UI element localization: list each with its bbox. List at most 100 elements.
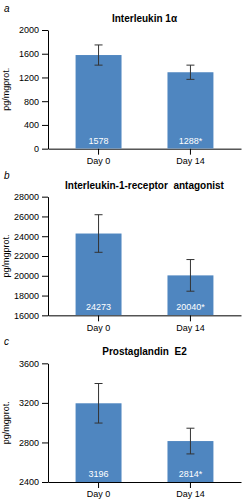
tick-label: Day 14 [176, 489, 205, 499]
axis-line [49, 149, 242, 150]
tick-label: 3600 [19, 359, 39, 369]
tick-label: 2000 [19, 25, 39, 35]
error-cap [186, 291, 194, 292]
tick-label: 2400 [19, 477, 39, 487]
tick-label: 24000 [14, 232, 39, 242]
tick: Day 14 [176, 482, 205, 499]
tick-mark [42, 296, 48, 297]
tick: 1200 [19, 73, 48, 83]
panel: 0400800120016002000Day 0Day 1415781288*I… [1, 3, 242, 166]
tick-mark [98, 482, 99, 488]
y-axis: 2400 2800 3200 3600 [19, 359, 49, 488]
chart: 0 400 800 1200 1600 2000 Day 0 Day 14 1578 1288* I… [0, 0, 249, 500]
x-axis: Day 0 Day 14 [49, 149, 242, 166]
tick-mark [190, 315, 191, 321]
tick-label: 28000 [14, 192, 39, 202]
tick: 18000 [14, 291, 48, 301]
y-axis-title: pg/mgprot. [1, 68, 11, 111]
error-bar [186, 428, 194, 454]
tick: 26000 [14, 212, 48, 222]
error-cap [186, 65, 194, 66]
data-label: 24273 [86, 302, 111, 312]
tick-label: 400 [24, 120, 39, 130]
tick-label: Day 14 [176, 323, 205, 333]
data-label: 1288* [179, 136, 203, 146]
tick-label: 26000 [14, 212, 39, 222]
tick-mark [42, 256, 48, 257]
tick: Day 0 [87, 315, 111, 332]
error-cap [186, 259, 194, 260]
tick-mark [42, 403, 48, 404]
x-axis: Day 0 Day 14 [49, 482, 242, 499]
tick: 24000 [14, 232, 48, 242]
tick-mark [42, 101, 48, 102]
tick-label: 800 [24, 97, 39, 107]
tick: Day 0 [87, 482, 111, 499]
tick: 2800 [19, 438, 48, 448]
tick-label: 20000 [14, 271, 39, 281]
error-bar [95, 384, 103, 424]
tick: Day 0 [87, 149, 111, 166]
tick: 28000 [14, 192, 48, 202]
error-line [190, 65, 191, 79]
tick-label: 1600 [19, 49, 39, 59]
tick-label: Day 14 [176, 156, 205, 166]
y-axis-title: pg/mgprot. [1, 234, 11, 277]
data-labels: 1578 1288* [89, 136, 203, 146]
data-label: 1578 [89, 136, 109, 146]
bar [167, 72, 213, 148]
tick: 800 [24, 97, 48, 107]
tick-mark [42, 30, 48, 31]
data-label: 2814* [179, 469, 203, 479]
title: Prostaglandin E2 [102, 346, 187, 357]
axis-line [48, 364, 49, 483]
tick-mark [42, 197, 48, 198]
data-labels: 24273 20040* [86, 302, 205, 312]
error-line [190, 428, 191, 454]
axis-line [49, 482, 242, 483]
tick-label: 2800 [19, 438, 39, 448]
tick-label: Day 0 [87, 323, 111, 333]
tick-label: Day 0 [87, 489, 111, 499]
plot-area [76, 384, 214, 482]
error-cap [95, 214, 103, 215]
tick-mark [42, 54, 48, 55]
plot-area [76, 45, 214, 149]
title: Interleukin-1-receptor antagonist [65, 180, 225, 191]
tick: 3600 [19, 359, 48, 369]
tick-mark [190, 149, 191, 155]
tick-label: 16000 [14, 311, 39, 321]
tick: 400 [24, 120, 48, 130]
error-cap [95, 383, 103, 384]
tick-mark [190, 482, 191, 488]
data-label: 20040* [176, 302, 205, 312]
panel-label: b [4, 170, 10, 181]
panel-label: c [4, 336, 9, 347]
tick: Day 14 [176, 315, 205, 332]
error-cap [95, 423, 103, 424]
error-cap [95, 252, 103, 253]
error-cap [95, 65, 103, 66]
tick: Day 14 [176, 149, 205, 166]
tick: 3200 [19, 398, 48, 408]
error-bar [95, 45, 103, 65]
error-line [190, 260, 191, 292]
tick-label: Day 0 [87, 156, 111, 166]
tick-mark [42, 482, 48, 483]
tick: 2000 [19, 25, 48, 35]
tick-label: 3200 [19, 398, 39, 408]
tick: 2400 [19, 477, 48, 487]
error-bar [186, 65, 194, 79]
error-cap [186, 79, 194, 80]
tick-mark [42, 315, 48, 316]
tick-mark [98, 149, 99, 155]
x-axis: Day 0 Day 14 [49, 315, 242, 332]
tick-mark [42, 236, 48, 237]
tick-mark [42, 125, 48, 126]
tick: 20000 [14, 271, 48, 281]
panel: 2400280032003600Day 0Day 1431962814*Pros… [1, 336, 242, 499]
tick: 0 [34, 144, 48, 154]
tick-mark [42, 216, 48, 217]
tick-label: 18000 [14, 291, 39, 301]
error-line [98, 45, 99, 65]
